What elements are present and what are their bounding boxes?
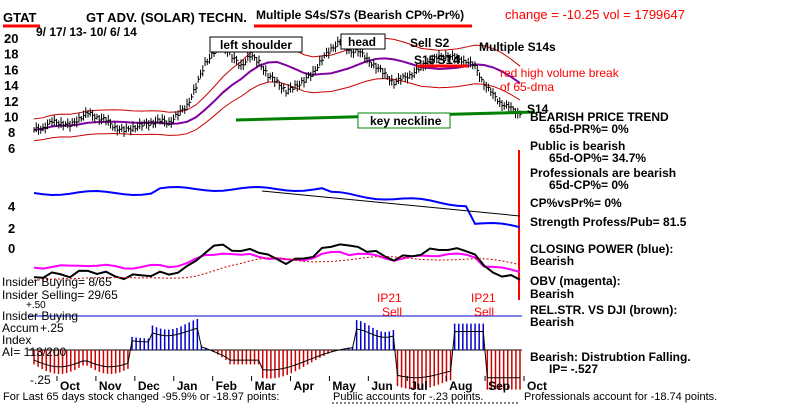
relative-strength-line (33, 243, 521, 281)
s14-top-label: S14 (437, 52, 461, 67)
month-tick-label: Apr (294, 379, 315, 393)
cp65-label: 65d-CP%= 0% (549, 178, 629, 192)
month-tick-label: Oct (60, 379, 80, 393)
y-tick-label: 18 (4, 47, 18, 62)
pr65-label: 65d-PR%= 0% (549, 122, 629, 136)
closing-power-label: CLOSING POWER (blue): (530, 242, 673, 256)
footer-text-2: Public accounts for -.23 points. (333, 391, 483, 403)
ip21-left-label: IP21 (377, 291, 402, 305)
month-tick-label: Jan (177, 379, 198, 393)
obv-line (33, 250, 521, 274)
y-tick-label: 10 (4, 110, 18, 125)
closing-power-line (33, 185, 521, 229)
ticker-label: GTAT (3, 10, 37, 25)
obv-value: Bearish (530, 287, 574, 301)
accumulation-bars (33, 318, 521, 390)
change-volume: change = -10.25 vol = 1799647 (505, 7, 685, 22)
month-tick-label: Sep (488, 379, 510, 393)
s14-right-label: S14 (527, 102, 549, 116)
insider-buying2-label: Insider Buying (2, 309, 78, 323)
insider-selling-label: Insider Selling= 29/65 (2, 288, 118, 302)
left-shoulder-box (209, 36, 303, 53)
month-tick-label: Oct (527, 379, 547, 393)
right-legend: BEARISH PRICE TREND 65d-PR%= 0% Public i… (530, 110, 691, 376)
y-tick-label: 8 (8, 125, 15, 140)
y-tick-label: 6 (8, 141, 15, 156)
strength-label: Strength Profess/Pub= 81.5 (530, 215, 687, 229)
y-tick-label: 0 (8, 241, 15, 256)
ip21-right-label: IP21 (471, 291, 496, 305)
multiple-s14s-label: Multiple S14s (479, 40, 556, 54)
red-high-volume-label: red high volume break (500, 66, 620, 80)
accumulation-line (33, 327, 520, 379)
plus50-label: +.50 (26, 300, 46, 311)
key-neckline-box (357, 112, 451, 129)
month-tick-label: Jul (410, 379, 427, 393)
sell-right-label: Sell (474, 305, 494, 319)
closing-power-trendline (261, 190, 521, 217)
month-tick-label: Feb (216, 379, 237, 393)
insider-buying-label: Insider Buying= 8/65 (2, 275, 112, 289)
multiple-s4s-label: Multiple S4s/S7s (Bearish CP%-Pr%) (256, 8, 464, 22)
relative-strength-ma (33, 255, 521, 281)
footer-text-3: Professionals account for -18.74 points. (524, 391, 717, 403)
index-label: Index (2, 333, 31, 347)
month-tick-label: Mar (255, 379, 277, 393)
plus25-label: +.25 (40, 321, 64, 335)
date-range: 9/ 17/ 13- 10/ 6/ 14 (36, 25, 137, 39)
ai-label: AI= 113/200 (2, 345, 66, 359)
month-tick-label: Nov (99, 379, 122, 393)
month-axis: Oct Nov Dec Jan Feb Mar Apr May Jun Jul Aug Sep Oct (56, 376, 547, 393)
left-legend: Insider Buying= 8/65 Insider Selling= 29… (2, 275, 118, 387)
y-tick-label: 4 (8, 199, 16, 214)
moving-average-line (33, 57, 521, 131)
indicator-panel (33, 185, 521, 281)
y-tick-label: 16 (4, 62, 18, 77)
sell-s2-label: Sell S2 (410, 36, 450, 50)
of-65dma-label: of 65-dma (500, 80, 554, 94)
obv-label: OBV (magenta): (530, 274, 621, 288)
accum-label: Accum (2, 321, 39, 335)
ip-label: IP= -.527 (549, 362, 598, 376)
month-tick-label: Dec (138, 379, 160, 393)
month-tick-label: Jun (371, 379, 392, 393)
rel-str-label: REL.STR. VS DJI (brown): (530, 303, 677, 317)
footer-text-1: For Last 65 days stock changed -95.9% or… (3, 391, 279, 403)
closing-power-value: Bearish (530, 254, 574, 268)
minus25-label: -.25 (30, 373, 51, 387)
y-tick-label: 14 (4, 78, 19, 93)
s15-label: S15 (414, 53, 436, 67)
op65-label: 65d-OP%= 34.7% (549, 151, 646, 165)
public-bearish-label: Public is bearish (530, 139, 625, 153)
head-box (340, 33, 386, 50)
sell-left-label: Sell (382, 305, 402, 319)
cp-vs-pr-label: CP%vsPr%= 0% (530, 196, 622, 210)
y-tick-label: 2 (8, 221, 15, 236)
distribution-label: Bearish: Distrubtion Falling. (530, 350, 691, 364)
month-tick-label: May (332, 379, 356, 393)
pros-bearish-label: Professionals are bearish (530, 166, 676, 180)
key-neckline-label: key neckline (370, 114, 442, 128)
company-name: GT ADV. (SOLAR) TECHN. (86, 10, 247, 25)
price-panel (33, 36, 536, 300)
bearish-trend-label: BEARISH PRICE TREND (530, 110, 669, 124)
rel-str-value: Bearish (530, 315, 574, 329)
head-label: head (348, 35, 376, 49)
footer: For Last 65 days stock changed -95.9% or… (3, 391, 717, 404)
month-tick-label: Aug (449, 379, 472, 393)
y-tick-label: 12 (4, 94, 18, 109)
left-shoulder-label: left shoulder (220, 38, 292, 52)
y-tick-label: 20 (4, 31, 18, 46)
